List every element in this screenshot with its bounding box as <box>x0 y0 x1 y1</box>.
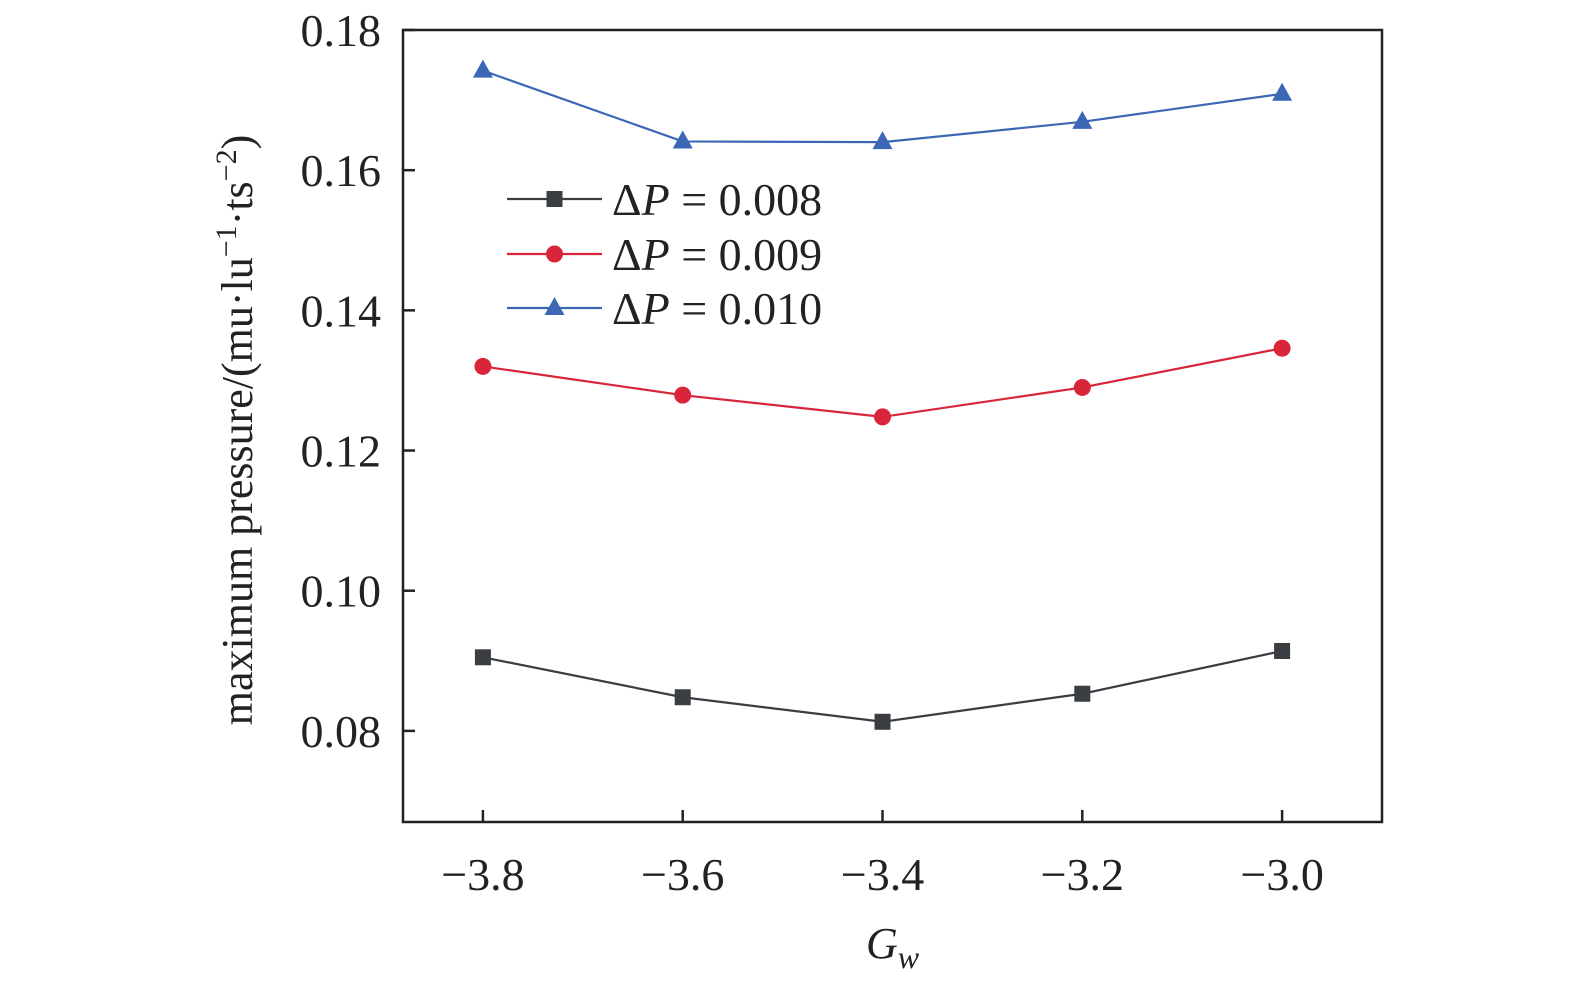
x-tick-label: −3.4 <box>841 849 924 900</box>
series-circle <box>474 339 1291 426</box>
data-point <box>1273 339 1291 357</box>
legend-marker <box>546 191 563 207</box>
y-axis-label-end: ) <box>213 135 262 150</box>
legend-marker <box>546 245 563 263</box>
data-point <box>474 649 491 666</box>
y-axis-label: maximum pressure/(mu·lu−1·ts−2) <box>210 135 262 726</box>
x-axis-label: Gw <box>866 919 920 975</box>
y-axis-label-main: maximum pressure/(mu·lu <box>213 257 262 725</box>
data-point <box>1072 110 1093 129</box>
data-point <box>874 408 892 426</box>
legend-label: ΔP = 0.010 <box>612 283 822 334</box>
series-line <box>482 649 1283 723</box>
series-triangle <box>472 59 1293 150</box>
legend-entry: ΔP = 0.008 <box>507 174 822 225</box>
legend-entry: ΔP = 0.009 <box>507 229 822 280</box>
data-point <box>1272 82 1293 101</box>
legend-marker <box>544 297 565 315</box>
x-axis-ticks: −3.8 −3.6 −3.4 −3.2 −3.0 <box>441 810 1324 900</box>
series-layer <box>472 59 1293 730</box>
data-point <box>1274 642 1291 659</box>
data-point <box>674 386 692 404</box>
x-tick-label: −3.2 <box>1041 849 1124 900</box>
data-point <box>672 130 693 149</box>
y-tick-label: 0.14 <box>301 285 382 336</box>
y-axis-label-mid: ·ts <box>213 181 262 225</box>
y-tick-label: 0.18 <box>301 5 382 56</box>
series-line <box>482 347 1283 418</box>
legend-label: ΔP = 0.009 <box>612 229 822 280</box>
plot-frame <box>401 28 1384 824</box>
y-tick-label: 0.12 <box>301 426 382 477</box>
x-axis-label-subscript: w <box>898 939 920 975</box>
x-tick-label: −3.6 <box>641 849 724 900</box>
y-tick-label: 0.16 <box>301 145 382 196</box>
y-tick-label: 0.10 <box>301 566 382 617</box>
data-point <box>472 59 493 78</box>
x-axis-label-main: G <box>866 919 898 968</box>
x-tick-label: −3.8 <box>441 849 524 900</box>
y-axis-label-sup1: −1 <box>210 225 243 257</box>
data-point <box>872 131 893 150</box>
legend-label: ΔP = 0.008 <box>612 174 822 225</box>
data-point <box>474 357 492 375</box>
series-square <box>474 642 1291 730</box>
y-tick-label: 0.08 <box>301 706 382 757</box>
y-axis-ticks: 0.08 0.10 0.12 0.14 0.16 0.18 <box>301 5 415 757</box>
x-tick-label: −3.0 <box>1240 849 1323 900</box>
data-point <box>874 713 891 730</box>
data-point <box>1073 378 1091 396</box>
legend-entry: ΔP = 0.010 <box>507 283 822 334</box>
y-axis-label-sup2: −2 <box>210 149 243 181</box>
data-point <box>674 689 691 706</box>
data-point <box>1074 685 1091 702</box>
